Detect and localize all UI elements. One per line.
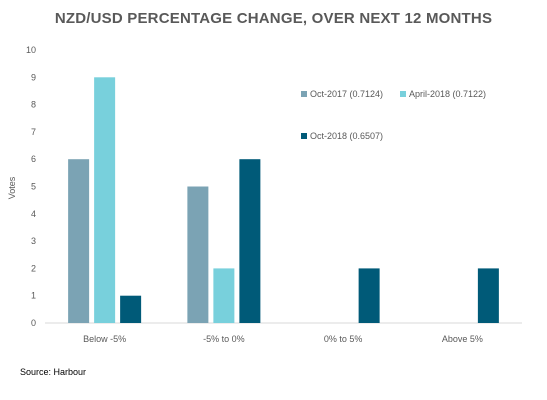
x-tick-label: 0% to 5% (324, 334, 363, 344)
legend-swatch (400, 91, 406, 97)
y-tick-label: 6 (31, 154, 36, 164)
bar (239, 159, 261, 323)
y-axis-ticks: 0 1 2 3 4 5 6 7 8 9 10 (26, 45, 36, 328)
legend-label: Oct-2018 (0.6507) (310, 131, 383, 141)
legend-swatch (301, 91, 307, 97)
y-tick-label: 9 (31, 72, 36, 82)
chart-title: NZD/USD PERCENTAGE CHANGE, OVER NEXT 12 … (54, 10, 493, 27)
bar (213, 268, 235, 323)
bar (94, 77, 116, 323)
x-axis-ticks: Below -5% -5% to 0% 0% to 5% Above 5% (83, 334, 483, 344)
bar (187, 186, 209, 323)
y-tick-label: 7 (31, 127, 36, 137)
x-tick-label: -5% to 0% (203, 334, 245, 344)
y-axis-label: Votes (7, 176, 17, 199)
bars (68, 77, 499, 323)
bar (477, 268, 499, 323)
legend-swatch (301, 133, 307, 139)
x-tick-label: Below -5% (83, 334, 126, 344)
bar (120, 295, 142, 323)
y-tick-label: 3 (31, 236, 36, 246)
bar (68, 159, 90, 323)
source-note: Source: Harbour (20, 367, 87, 377)
y-tick-label: 0 (31, 318, 36, 328)
x-tick-label: Above 5% (442, 334, 483, 344)
y-tick-label: 4 (31, 209, 36, 219)
legend-label: Oct-2017 (0.7124) (310, 89, 383, 99)
bar (358, 268, 380, 323)
y-tick-label: 2 (31, 263, 36, 273)
y-tick-label: 8 (31, 100, 36, 110)
y-tick-label: 5 (31, 182, 36, 192)
legend-label: April-2018 (0.7122) (409, 89, 486, 99)
y-tick-label: 10 (26, 45, 36, 55)
legend: Oct-2017 (0.7124) April-2018 (0.7122) Oct-… (301, 89, 486, 141)
y-tick-label: 1 (31, 291, 36, 301)
